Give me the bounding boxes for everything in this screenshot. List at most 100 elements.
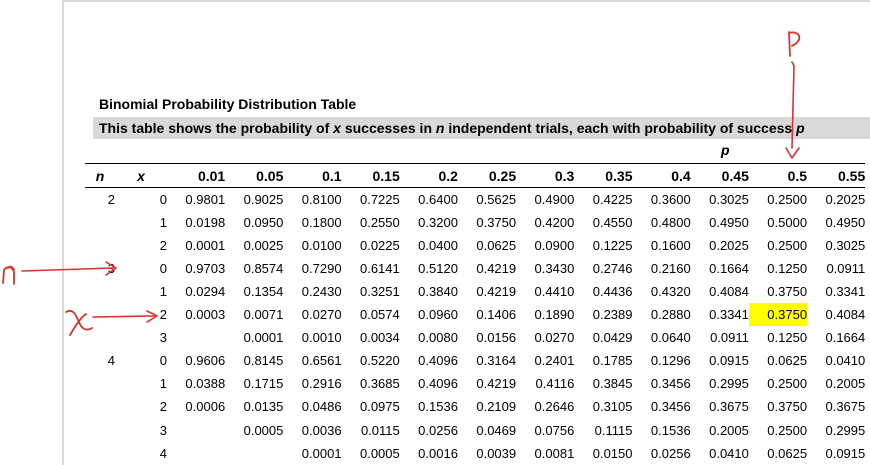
table-cell: 0.8145 — [243, 353, 284, 369]
table-subtitle: This table shows the probability of x su… — [93, 117, 870, 139]
header-p-7: 0.35 — [574, 163, 633, 189]
subtitle-n: n — [435, 120, 445, 136]
table-cell: 0.2995 — [825, 422, 866, 438]
table-cell: 0.0469 — [476, 422, 517, 438]
table-cell: 0.1664 — [825, 330, 866, 346]
table-cell: 0.0039 — [476, 445, 517, 461]
table-cell: 0.9703 — [185, 260, 226, 276]
table-cell: 0.5625 — [476, 191, 517, 207]
table-cell: 0.9025 — [243, 191, 284, 207]
table-cell: 0.5000 — [767, 214, 808, 230]
table-cell: 0.4550 — [592, 214, 633, 230]
table-cell: 0.3845 — [592, 376, 633, 392]
table-cell: 0.4084 — [709, 284, 749, 300]
table-cell: 0.0756 — [534, 422, 575, 438]
table-cell: 0.3675 — [825, 399, 866, 415]
table-cell: 0.8100 — [301, 191, 342, 207]
table-cell: 0.6141 — [359, 260, 400, 276]
row-x: 0 — [159, 191, 167, 207]
row-x: 2 — [159, 307, 167, 323]
table-cell: 0.0100 — [301, 237, 342, 253]
table-cell — [167, 326, 225, 349]
table-cell: 0.0001 — [185, 237, 226, 253]
table-cell: 0.3200 — [418, 214, 458, 230]
subtitle-part2: successes in — [340, 120, 436, 136]
table-cell: 0.1664 — [709, 260, 749, 276]
highlighted-cell: 0.3750 — [748, 303, 808, 327]
table-cell: 0.0036 — [301, 422, 342, 438]
table-cell: 0.0135 — [243, 399, 284, 415]
table-cell: 0.2109 — [476, 399, 517, 415]
table-row: 3 0 0.9703 0.8574 0.7290 0.6141 0.5120 0.4219 0.… — [85, 257, 865, 280]
table-cell — [167, 419, 225, 442]
table-cell: 0.2025 — [709, 237, 749, 253]
table-cell: 0.3105 — [592, 399, 633, 415]
table-cell: 0.1890 — [534, 307, 575, 323]
row-x: 4 — [159, 445, 167, 461]
table-cell: 0.2746 — [592, 260, 633, 276]
header-p-10: 0.5 — [748, 163, 808, 189]
table-cell: 0.1115 — [594, 422, 633, 438]
header-p-2: 0.1 — [283, 163, 342, 189]
table-cell: 0.2550 — [359, 214, 400, 230]
table-cell — [225, 442, 283, 465]
table-cell: 0.3430 — [534, 260, 575, 276]
row-n — [85, 211, 115, 234]
table-row: 2 0.0001 0.0025 0.0100 0.0225 0.0400 0.0625 0.0… — [85, 234, 865, 257]
row-x: 0 — [159, 353, 167, 369]
table-cell: 0.4436 — [592, 284, 633, 300]
header-p-8: 0.4 — [632, 163, 691, 189]
row-n: 3 — [107, 260, 115, 276]
table-cell: 0.1536 — [650, 422, 691, 438]
p-annotation — [785, 31, 801, 159]
table-cell: 0.0225 — [359, 237, 400, 253]
table-cell: 0.0625 — [476, 237, 517, 253]
header-p-0: 0.01 — [167, 163, 226, 189]
row-n — [85, 372, 115, 395]
table-cell: 0.3341 — [825, 284, 866, 300]
table-cell — [167, 442, 225, 465]
header-p-3: 0.15 — [341, 163, 400, 189]
table-cell: 0.8574 — [243, 260, 284, 276]
table-cell: 0.6561 — [301, 353, 342, 369]
table-cell: 0.2646 — [534, 399, 575, 415]
table-cell: 0.0950 — [243, 214, 284, 230]
table-cell: 0.4900 — [534, 191, 575, 207]
table-cell: 0.4950 — [709, 214, 749, 230]
table-cell: 0.0156 — [476, 330, 517, 346]
table-cell: 0.0016 — [418, 445, 458, 461]
row-x: 1 — [159, 214, 167, 230]
subtitle-part3: independent trials, each with probabilit… — [444, 120, 797, 136]
row-n — [85, 326, 115, 349]
table-cell: 0.1406 — [476, 307, 517, 323]
table-cell: 0.0080 — [418, 330, 458, 346]
table-cell: 0.0640 — [650, 330, 691, 346]
table-cell: 0.2500 — [767, 191, 808, 207]
header-p-11: 0.55 — [807, 163, 866, 189]
table-cell: 0.0001 — [243, 330, 284, 346]
row-n — [85, 419, 115, 442]
row-n — [85, 303, 115, 326]
table-cell: 0.0034 — [359, 330, 400, 346]
table-cell: 0.2025 — [825, 191, 866, 207]
table-row: 2 0.0003 0.0071 0.0270 0.0574 0.0960 0.1406 0.1… — [85, 303, 865, 327]
table-cell: 0.0003 — [185, 307, 226, 323]
table-row: 1 0.0388 0.1715 0.2916 0.3685 0.4096 0.4219 0.4… — [85, 372, 865, 395]
table-cell: 0.4225 — [592, 191, 633, 207]
table-row: 3 0.0001 0.0010 0.0034 0.0080 0.0156 0.0270 0.0… — [85, 326, 865, 349]
table-body: 2 0 0.9801 0.9025 0.8100 0.7225 0.6400 0.5625 0.… — [85, 188, 865, 465]
table-cell: 0.0005 — [243, 422, 284, 438]
row-x: 2 — [159, 237, 167, 253]
table-cell: 0.2995 — [709, 376, 749, 392]
table-cell: 0.2430 — [301, 284, 342, 300]
table-cell: 0.1225 — [592, 237, 633, 253]
table-cell: 0.4096 — [418, 376, 458, 392]
table-cell: 0.4800 — [650, 214, 691, 230]
table-cell: 0.7290 — [301, 260, 342, 276]
table-cell: 0.1600 — [650, 237, 691, 253]
table-cell: 0.2880 — [650, 307, 691, 323]
table-title: Binomial Probability Distribution Table — [99, 96, 357, 112]
table-cell: 0.2160 — [650, 260, 691, 276]
table-cell: 0.0001 — [301, 445, 342, 461]
table-cell: 0.2401 — [534, 353, 575, 369]
